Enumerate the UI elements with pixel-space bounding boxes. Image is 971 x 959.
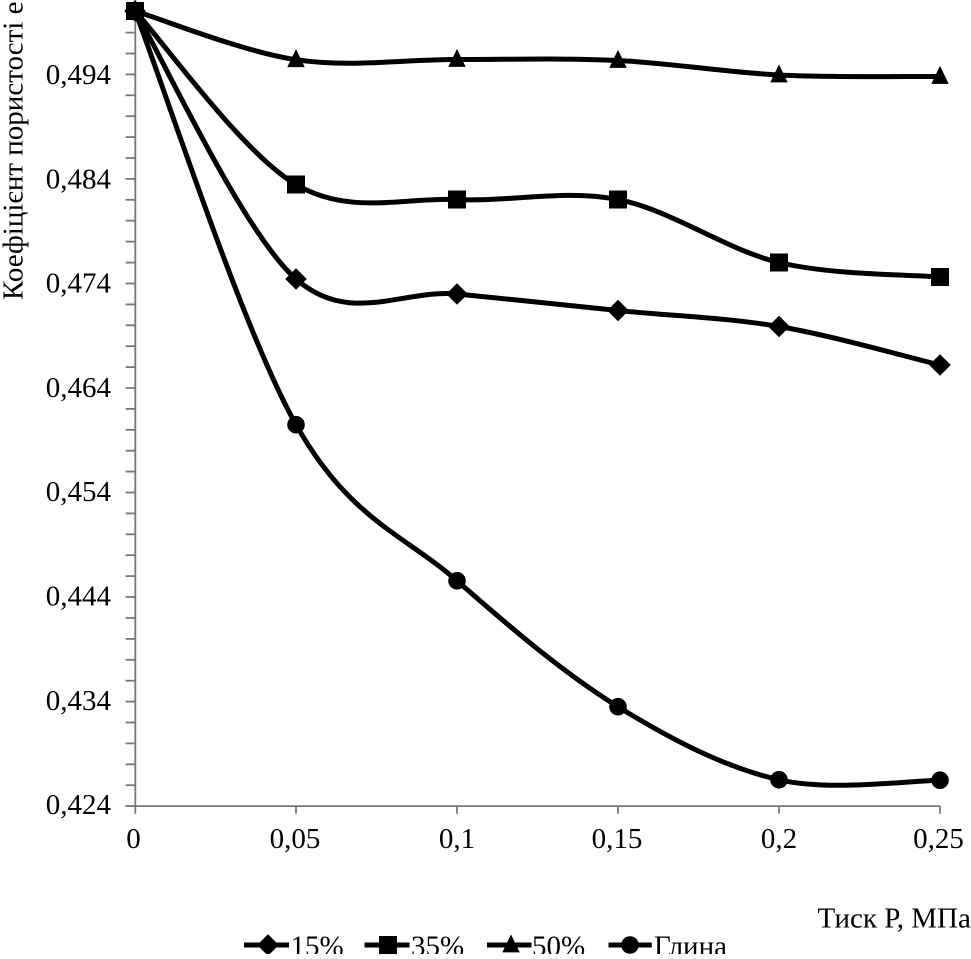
svg-text:50%: 50% [532, 931, 585, 955]
svg-text:0,494: 0,494 [46, 59, 112, 91]
svg-text:0,454: 0,454 [46, 476, 112, 508]
svg-text:0,15: 0,15 [592, 823, 643, 855]
svg-text:0,474: 0,474 [46, 268, 112, 300]
svg-text:0,434: 0,434 [46, 685, 112, 717]
svg-text:0,1: 0,1 [439, 823, 475, 855]
svg-text:0,444: 0,444 [46, 581, 112, 613]
svg-text:Коефіцієнт пористості е: Коефіцієнт пористості е [0, 2, 30, 300]
svg-text:0,25: 0,25 [913, 823, 964, 855]
svg-text:0,2: 0,2 [761, 823, 797, 855]
svg-text:0,05: 0,05 [270, 823, 321, 855]
svg-text:Глина: Глина [654, 931, 727, 955]
svg-text:0,424: 0,424 [46, 789, 112, 821]
svg-text:15%: 15% [291, 931, 344, 955]
svg-text:0,484: 0,484 [46, 163, 112, 195]
svg-text:0,464: 0,464 [46, 372, 112, 404]
svg-text:0: 0 [126, 823, 141, 855]
svg-text:Тиск Р, МПа: Тиск Р, МПа [818, 903, 971, 935]
svg-text:35%: 35% [411, 931, 464, 955]
